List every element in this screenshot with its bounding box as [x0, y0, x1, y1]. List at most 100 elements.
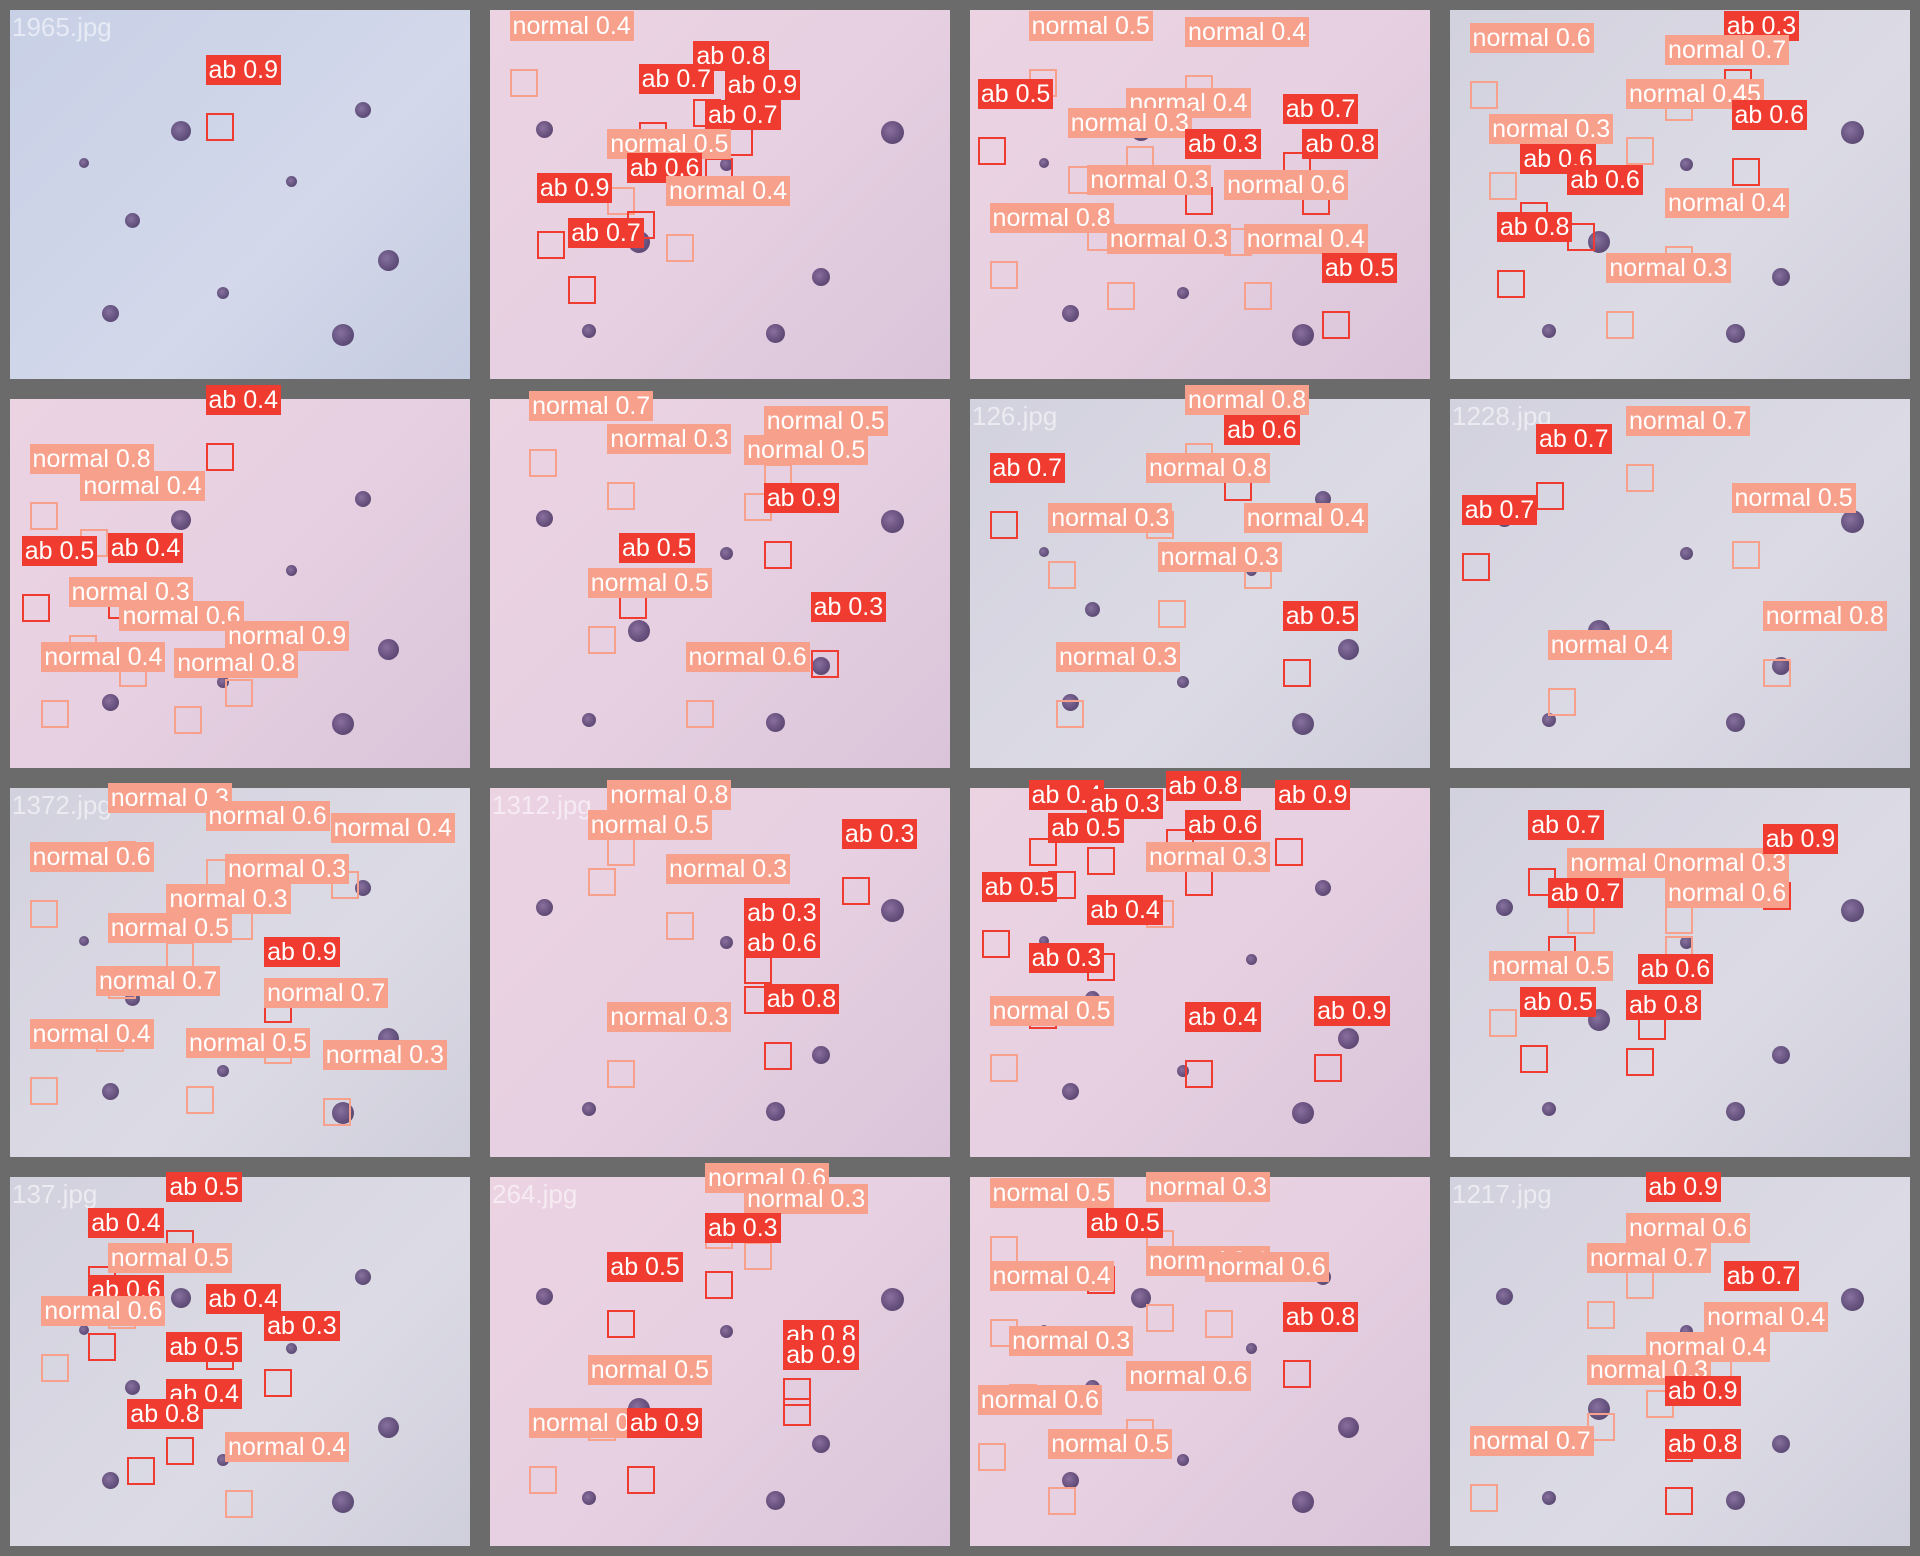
detection-label: ab 0.6	[626, 152, 703, 183]
bounding-box	[1665, 906, 1694, 935]
bounding-box	[166, 1436, 195, 1465]
cell-blob	[1062, 694, 1079, 712]
cell-blob	[582, 1490, 596, 1505]
detection-label: normal 0.6	[1224, 170, 1349, 201]
detection-label: normal 0.3	[744, 1183, 869, 1214]
detection-label: ab 0.5	[166, 1172, 242, 1203]
cell-blob	[1292, 323, 1314, 346]
bounding-box	[225, 679, 254, 708]
bounding-box	[29, 502, 58, 531]
detection-label: normal 0.4	[225, 1431, 350, 1462]
cell-blob	[720, 546, 733, 560]
bounding-box	[1282, 1360, 1311, 1389]
detection-label: ab 0.6	[1520, 143, 1596, 174]
bounding-box	[1145, 1303, 1174, 1332]
cell-blob	[1315, 880, 1331, 897]
cell-blob	[1315, 491, 1331, 508]
bounding-box	[841, 876, 870, 905]
bounding-box	[1282, 658, 1311, 687]
detection-label: ab 0.9	[724, 70, 801, 101]
tile-filename: 126.jpg	[972, 401, 1058, 431]
tile-filename: 1312.jpg	[492, 790, 592, 820]
cell-blob	[881, 1287, 904, 1311]
cell-blob	[125, 212, 140, 228]
detection-label: ab 0.9	[1314, 995, 1390, 1026]
detection-label: ab 0.4	[1185, 1001, 1261, 1032]
detection-label: normal 0.3	[1145, 842, 1271, 873]
detection-label: ab 0.5	[1520, 986, 1596, 1017]
detection-label: ab 0.8	[1665, 1428, 1741, 1459]
detection-label: normal 0.3	[322, 1039, 447, 1070]
detection-label: ab 0.6	[1731, 99, 1808, 130]
cell-blob	[536, 1287, 553, 1305]
detection-label: normal 0.5	[1028, 11, 1153, 42]
cell-blob	[1039, 935, 1049, 946]
cell-blob	[812, 657, 830, 676]
bounding-box	[783, 1377, 812, 1406]
cell-blob	[79, 1324, 89, 1335]
detection-label: normal 0.6	[29, 842, 154, 873]
bounding-box	[587, 626, 616, 655]
cell-blob	[171, 120, 191, 141]
bounding-box	[1314, 1053, 1343, 1082]
detection-label: normal 0.5	[1731, 482, 1856, 513]
bounding-box	[1048, 1486, 1077, 1515]
detection-label: normal 0.4	[1185, 16, 1310, 47]
cell-blob	[1772, 657, 1790, 676]
cell-blob	[1062, 305, 1079, 323]
bounding-box	[1665, 1486, 1694, 1515]
detection-label: normal 0.8	[989, 202, 1114, 233]
bounding-box	[783, 1398, 812, 1427]
detection-label: ab 0.8	[1625, 989, 1702, 1020]
detection-label: normal 0.3	[225, 853, 350, 884]
cell-blob	[286, 176, 297, 188]
detection-label: ab 0.9	[205, 55, 282, 86]
bounding-box	[29, 900, 58, 929]
cell-blob	[1680, 935, 1693, 949]
detection-label: normal 0.6	[977, 1384, 1102, 1415]
bounding-box	[1469, 80, 1498, 109]
detection-label: normal 0.8	[1185, 385, 1310, 416]
tile-filename: 1228.jpg	[1452, 401, 1552, 431]
bounding-box	[1469, 1484, 1498, 1512]
cell-blob	[1726, 1101, 1745, 1121]
detection-label: normal 0.6	[119, 600, 244, 631]
bounding-box	[1087, 847, 1116, 876]
detection-label: normal 0.7	[1469, 1426, 1594, 1456]
cell-blob	[1177, 675, 1189, 688]
cell-blob	[286, 1343, 297, 1355]
detection-label: normal 0.6	[1126, 1361, 1251, 1392]
detection-label: normal 0.5	[107, 1242, 232, 1273]
detection-label: normal 0.3	[1056, 642, 1181, 673]
bounding-box	[1520, 1044, 1549, 1073]
bounding-box	[21, 593, 50, 622]
detection-label: normal 0.3	[1145, 1172, 1271, 1203]
cell-blob	[378, 638, 399, 660]
detection-label: normal 0.6	[1204, 1251, 1329, 1282]
cell-blob	[102, 1472, 119, 1490]
cell-blob	[582, 323, 596, 338]
cell-blob	[812, 268, 830, 287]
tile-filename: 137.jpg	[12, 1179, 98, 1209]
cell-blob	[102, 305, 119, 323]
detection-label: ab 0.6	[744, 927, 820, 958]
detection-label: ab 0.5	[21, 535, 98, 566]
detection-label: normal 0.5	[1048, 1428, 1173, 1459]
detection-label: ab 0.5	[1048, 812, 1124, 843]
bounding-box	[1056, 700, 1085, 729]
detection-label: ab 0.3	[1185, 129, 1261, 160]
detection-label: normal 0.8	[1762, 600, 1887, 631]
detection-label: ab 0.6	[1224, 414, 1300, 445]
cell-blob	[628, 620, 650, 643]
detection-label: normal 0.6	[1665, 877, 1790, 908]
cell-blob	[1338, 638, 1359, 660]
detection-label: ab 0.6	[1567, 164, 1643, 195]
cell-blob	[1542, 1101, 1556, 1116]
detection-label: normal 0.8	[29, 444, 154, 475]
detection-label: normal 0.3	[1606, 253, 1731, 284]
bounding-box	[1157, 599, 1186, 628]
cell-blob	[1292, 712, 1314, 735]
bounding-box	[1274, 838, 1303, 867]
detection-label: ab 0.8	[763, 983, 840, 1014]
